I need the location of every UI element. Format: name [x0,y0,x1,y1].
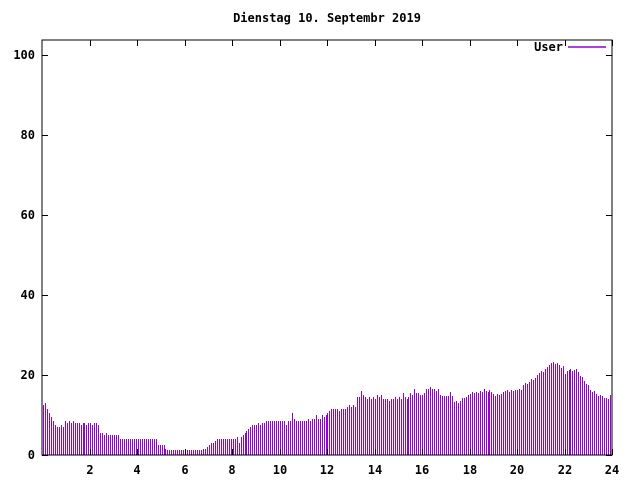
plot-border [41,39,613,456]
y-tick-label: 100 [13,48,35,62]
x-tick-label: 6 [181,463,188,477]
y-tick-label: 60 [21,208,35,222]
y-tick-label: 40 [21,288,35,302]
axis-ticks [42,40,613,456]
x-tick-label: 18 [463,463,477,477]
y-tick-label: 20 [21,368,35,382]
x-tick-label: 4 [133,463,140,477]
x-tick-label: 2 [86,463,93,477]
y-tick-label: 0 [28,448,35,462]
y-tick-label: 80 [21,128,35,142]
legend-user-label: User [534,40,563,54]
x-tick-label: 8 [228,463,235,477]
x-tick-label: 20 [510,463,524,477]
bars-series-user [43,362,611,455]
x-tick-label: 14 [368,463,382,477]
chart-title: Dienstag 10. Septembr 2019 [233,11,421,25]
x-tick-label: 10 [273,463,287,477]
x-tick-label: 22 [558,463,572,477]
x-tick-label: 16 [415,463,429,477]
x-tick-label: 12 [320,463,334,477]
x-tick-label: 24 [605,463,619,477]
